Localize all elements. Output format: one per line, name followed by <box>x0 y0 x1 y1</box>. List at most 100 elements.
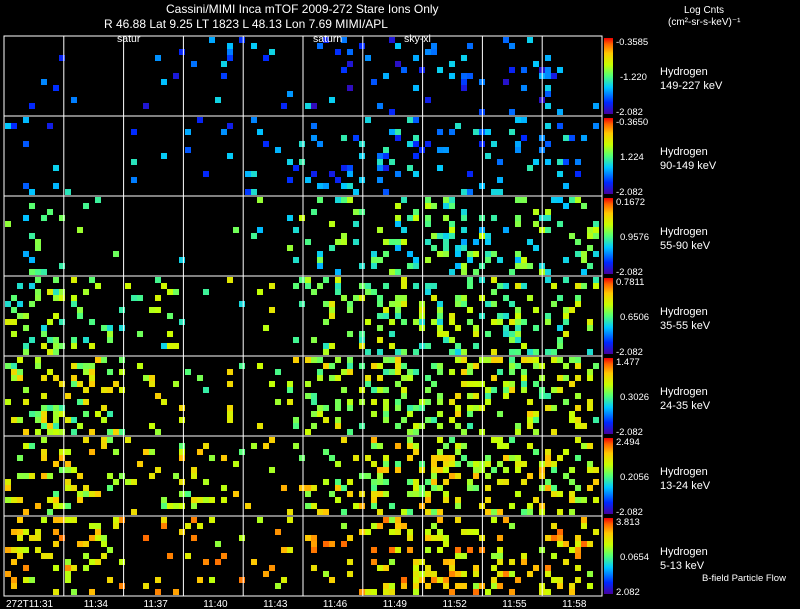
spectrogram-pixel <box>443 497 449 503</box>
spectrogram-pixel <box>53 411 59 417</box>
spectrogram-pixel <box>311 337 317 343</box>
spectrogram-pixel <box>467 363 473 369</box>
spectrogram-pixel <box>443 203 449 209</box>
spectrogram-pixel <box>449 269 455 275</box>
spectrogram-pixel <box>251 189 257 195</box>
spectrogram-pixel <box>287 215 293 221</box>
spectrogram-pixel <box>503 455 509 461</box>
spectrogram-pixel <box>359 423 365 429</box>
spectrogram-pixel <box>485 509 491 515</box>
spectrogram-pixel <box>311 357 317 363</box>
spectrogram-pixel <box>389 369 395 375</box>
spectrogram-pixel <box>593 103 599 109</box>
spectrogram-pixel <box>197 577 203 583</box>
spectrogram-pixel <box>323 319 329 325</box>
spectrogram-pixel <box>491 277 497 283</box>
spectrogram-pixel <box>347 165 353 171</box>
spectrogram-pixel <box>167 289 173 295</box>
spectrogram-pixel <box>407 509 413 515</box>
spectrogram-pixel <box>197 523 203 529</box>
spectrogram-pixel <box>449 571 455 577</box>
spectrogram-pixel <box>47 289 53 295</box>
spectrogram-pixel <box>449 417 455 423</box>
spectrogram-pixel <box>299 277 305 283</box>
spectrogram-pixel <box>419 319 425 325</box>
spectrogram-pixel <box>305 277 311 283</box>
spectrogram-pixel <box>107 411 113 417</box>
spectrogram-pixel <box>437 393 443 399</box>
spectrogram-pixel <box>119 387 125 393</box>
spectrogram-pixel <box>17 313 23 319</box>
spectrogram-pixel <box>257 129 263 135</box>
colorbar-max-label: 1.477 <box>616 357 640 368</box>
spectrogram-pixel <box>449 197 455 203</box>
spectrogram-pixel <box>533 497 539 503</box>
spectrogram-pixel <box>287 547 293 553</box>
spectrogram-pixel <box>77 381 83 387</box>
spectrogram-pixel <box>395 467 401 473</box>
spectrogram-pixel <box>203 387 209 393</box>
spectrogram-pixel <box>413 171 419 177</box>
spectrogram-pixel <box>245 189 251 195</box>
spectrogram-pixel <box>395 295 401 301</box>
spectrogram-pixel <box>161 343 167 349</box>
spectrogram-pixel <box>503 443 509 449</box>
spectrogram-pixel <box>569 589 575 595</box>
spectrogram-pixel <box>527 443 533 449</box>
spectrogram-pixel <box>545 565 551 571</box>
spectrogram-pixel <box>455 497 461 503</box>
spectrogram-pixel <box>431 43 437 49</box>
spectrogram-pixel <box>23 215 29 221</box>
spectrogram-pixel <box>533 449 539 455</box>
spectrogram-pixel <box>257 363 263 369</box>
spectrogram-pixel <box>371 257 377 263</box>
spectrogram-pixel <box>545 227 551 233</box>
spectrogram-pixel <box>557 123 563 129</box>
spectrogram-pixel <box>395 239 401 245</box>
time-tick-label: 272T11:31 <box>6 599 54 609</box>
spectrogram-pixel <box>377 509 383 515</box>
spectrogram-pixel <box>371 547 377 553</box>
spectrogram-pixel <box>515 313 521 319</box>
spectrogram-pixel <box>443 541 449 547</box>
spectrogram-pixel <box>5 497 11 503</box>
spectrogram-pixel <box>419 491 425 497</box>
colorbar-min-label: -2.082 <box>616 347 643 358</box>
spectrogram-pixel <box>323 449 329 455</box>
spectrogram-pixel <box>77 227 83 233</box>
spectrogram-pixel <box>71 517 77 523</box>
spectrogram-pixel <box>425 257 431 263</box>
spectrogram-pixel <box>95 559 101 565</box>
spectrogram-pixel <box>317 411 323 417</box>
spectrogram-pixel <box>23 117 29 123</box>
spectrogram-pixel <box>95 529 101 535</box>
spectrogram-pixel <box>401 197 407 203</box>
spectrogram-pixel <box>413 283 419 289</box>
spectrogram-pixel <box>293 257 299 263</box>
spectrogram-pixel <box>437 509 443 515</box>
spectrogram-pixel <box>413 141 419 147</box>
spectrogram-pixel <box>377 227 383 233</box>
spectrogram-pixel <box>395 221 401 227</box>
spectrogram-pixel <box>185 491 191 497</box>
spectrogram-pixel <box>383 307 389 313</box>
spectrogram-pixel <box>461 79 467 85</box>
spectrogram-pixel <box>377 337 383 343</box>
spectrogram-pixel <box>527 417 533 423</box>
colorbar-max-label: 2.494 <box>616 437 640 448</box>
spectrogram-pixel <box>47 429 53 435</box>
spectrogram-pixel <box>545 159 551 165</box>
spectrogram-pixel <box>473 325 479 331</box>
spectrogram-pixel <box>341 485 347 491</box>
colorbar <box>604 38 613 114</box>
spectrogram-pixel <box>59 343 65 349</box>
spectrogram-pixel <box>419 423 425 429</box>
spectrogram-pixel <box>65 189 71 195</box>
spectrogram-pixel <box>461 301 467 307</box>
spectrogram-pixel <box>227 49 233 55</box>
spectrogram-pixel <box>113 381 119 387</box>
spectrogram-pixel <box>587 467 593 473</box>
spectrogram-pixel <box>569 233 575 239</box>
spectrogram-pixel <box>347 479 353 485</box>
spectrogram-pixel <box>107 337 113 343</box>
